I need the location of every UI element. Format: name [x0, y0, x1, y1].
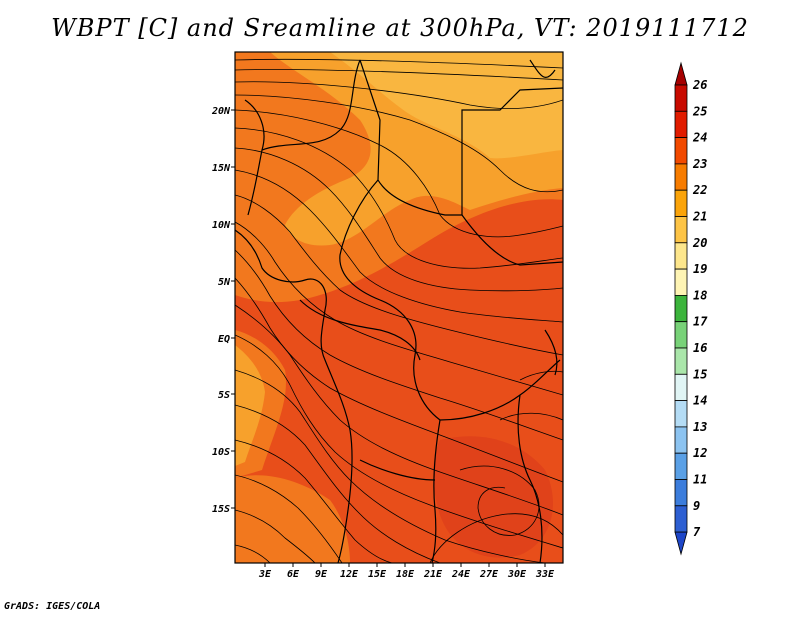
colorbar-label: 18: [693, 288, 707, 302]
lon-tick-label: 30E: [507, 569, 527, 580]
colorbar-label: 26: [692, 78, 707, 92]
lat-tick-label: 15N: [212, 163, 231, 174]
colorbar-swatch: [674, 84, 688, 112]
colorbar-swatch: [674, 400, 688, 428]
colorbar-label: 13: [693, 420, 707, 434]
colorbar-label: 21: [692, 210, 707, 224]
colorbar-swatch: [674, 373, 688, 401]
map-panel: [235, 52, 563, 563]
lon-tick-label: 3E: [258, 569, 272, 580]
longitude-axis: 3E 6E 9E 12E 15E 18E 21E 24E 27E 30E 33E: [258, 563, 555, 580]
colorbar-swatch: [674, 189, 688, 217]
country-borders: [235, 59, 563, 563]
latitude-axis: 20N 15N 10N 5N EQ 5S 10S 15S: [211, 106, 235, 515]
colorbar-label: 12: [693, 446, 707, 460]
lat-tick-label: 10N: [212, 220, 231, 231]
lat-tick-label: 5N: [218, 277, 231, 288]
colorbar-swatch: [674, 137, 688, 165]
map-frame: [234, 51, 564, 564]
lat-tick-label: 15S: [212, 504, 230, 515]
colorbar-label: 16: [693, 341, 707, 355]
colorbar-swatch: [674, 242, 688, 270]
lat-tick-label: 20N: [211, 106, 231, 117]
colorbar-swatch: [674, 268, 688, 296]
wbpt-shade-light-west: [235, 345, 265, 466]
colorbar-swatch: [674, 110, 688, 139]
lat-tick-label: EQ: [218, 334, 230, 345]
colorbar-swatch: [674, 505, 688, 533]
lat-tick-label: 10S: [212, 447, 230, 458]
lon-tick-label: 9E: [315, 569, 328, 580]
lon-tick-label: 33E: [535, 569, 555, 580]
colorbar-label: 23: [692, 157, 707, 171]
colorbar-swatch: [674, 321, 688, 349]
colorbar-bottom-arrow: [674, 531, 688, 556]
colorbar-label: 19: [693, 262, 707, 276]
lon-tick-label: 21E: [423, 569, 443, 580]
lat-tick-label: 5S: [218, 390, 230, 401]
colorbar-swatch: [674, 294, 688, 323]
colorbar-swatch: [674, 426, 688, 454]
colorbar-label: 9: [693, 499, 700, 513]
colorbar-swatch: [674, 452, 688, 480]
lon-tick-label: 12E: [340, 569, 359, 580]
colorbar-label: 17: [693, 315, 708, 329]
colorbar-label: 24: [692, 131, 707, 145]
colorbar-swatch: [674, 216, 688, 244]
lon-tick-label: 15E: [368, 569, 387, 580]
colorbar-label: 14: [693, 394, 707, 408]
colorbar-label: 20: [692, 236, 707, 250]
colorbar-label: 7: [693, 525, 701, 539]
lon-tick-label: 27E: [479, 569, 499, 580]
colorbar-label: 22: [692, 183, 707, 197]
colorbar: 26 25 24 23 22 21 20 19 18 17 16 15 14 13 12 11 9 7: [674, 61, 708, 556]
lon-tick-label: 6E: [287, 569, 300, 580]
lon-tick-label: 18E: [396, 569, 415, 580]
colorbar-top-arrow: [674, 61, 688, 86]
colorbar-label: 11: [693, 473, 707, 487]
map-title: WBPT [C] and Sreamline at 300hPa, VT: 20…: [51, 14, 749, 42]
lon-tick-label: 24E: [451, 569, 471, 580]
grads-credit: GrADS: IGES/COLA: [4, 601, 101, 612]
colorbar-label: 15: [693, 367, 707, 381]
streamlines: [235, 58, 563, 563]
wbpt-shade-orange-southwest: [235, 475, 350, 563]
colorbar-swatch: [674, 347, 688, 375]
wbpt-shade-yellow-north: [330, 52, 563, 159]
colorbar-swatch: [674, 163, 688, 191]
colorbar-label: 25: [692, 104, 707, 118]
colorbar-swatch: [674, 479, 688, 507]
